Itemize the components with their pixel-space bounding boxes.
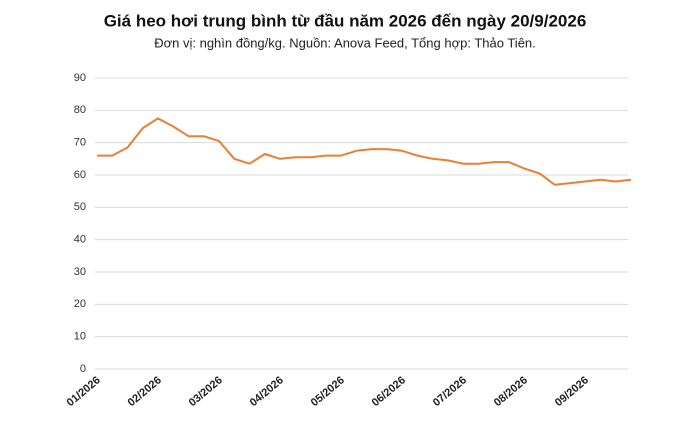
x-tick-label: 09/2026 <box>553 374 591 409</box>
x-tick-label: 04/2026 <box>248 374 286 409</box>
y-tick-label: 30 <box>74 266 86 278</box>
x-tick-label: 02/2026 <box>126 374 164 409</box>
price-line <box>97 117 632 186</box>
chart-subtitle: Đơn vị: nghìn đồng/kg. Nguồn: Anova Feed… <box>154 35 536 50</box>
x-tick-label: 01/2026 <box>65 374 103 409</box>
x-tick-label: 05/2026 <box>309 374 347 409</box>
y-tick-label: 70 <box>74 137 86 149</box>
y-tick-label: 60 <box>74 169 86 181</box>
y-tick-label: 10 <box>74 331 86 343</box>
y-tick-label: 50 <box>74 201 86 213</box>
y-tick-label: 80 <box>74 104 86 116</box>
y-tick-label: 0 <box>80 363 86 375</box>
chart-title: Giá heo hơi trung bình từ đầu năm 2026 đ… <box>104 11 587 30</box>
y-tick-label: 40 <box>74 234 86 246</box>
x-tick-label: 03/2026 <box>187 374 225 409</box>
x-tick-label: 08/2026 <box>492 374 530 409</box>
y-tick-label: 90 <box>74 72 86 84</box>
x-tick-label: 06/2026 <box>370 374 408 409</box>
x-tick-label: 07/2026 <box>431 374 469 409</box>
y-tick-label: 20 <box>74 298 86 310</box>
